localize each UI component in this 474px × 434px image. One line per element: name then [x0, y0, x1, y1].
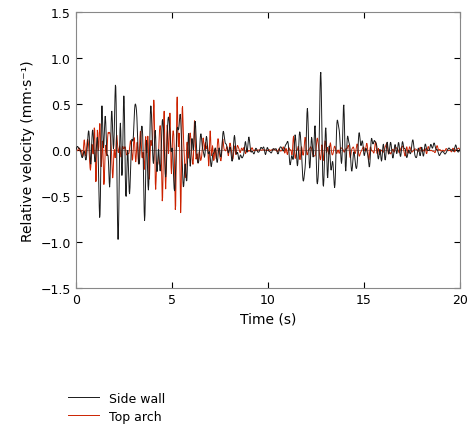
Y-axis label: Relative velocity (mm·s⁻¹): Relative velocity (mm·s⁻¹)	[21, 60, 35, 241]
Top arch	[373, 140, 379, 145]
Top arch	[457, 148, 463, 153]
Side wall	[96, 205, 102, 210]
Top arch	[151, 98, 156, 103]
Side wall	[318, 71, 324, 76]
Side wall	[457, 148, 463, 153]
X-axis label: Time (s): Time (s)	[240, 312, 296, 326]
Top arch	[73, 148, 79, 153]
Legend: Side wall, Top arch: Side wall, Top arch	[68, 392, 165, 424]
Side wall	[373, 141, 379, 146]
Side wall	[387, 144, 393, 149]
Top arch	[178, 210, 183, 216]
Side wall	[151, 149, 157, 154]
Top arch	[174, 95, 180, 100]
Line: Top arch: Top arch	[76, 98, 460, 213]
Top arch	[439, 149, 445, 154]
Side wall	[439, 150, 445, 155]
Side wall	[73, 148, 79, 153]
Side wall	[115, 237, 121, 243]
Line: Side wall: Side wall	[76, 73, 460, 240]
Side wall	[413, 156, 419, 161]
Top arch	[387, 150, 393, 155]
Top arch	[413, 148, 419, 153]
Top arch	[96, 132, 102, 138]
